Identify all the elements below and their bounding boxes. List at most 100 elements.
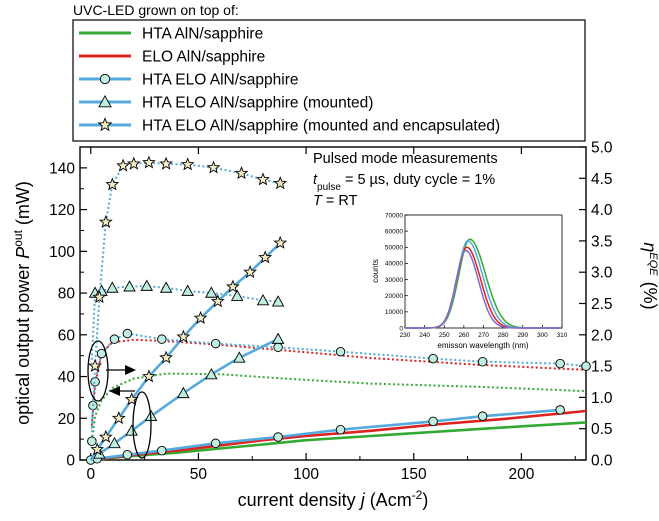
- power-ellipse-annotation: [132, 391, 152, 459]
- legend-entry-hta-elo-aln-sapphire: HTA ELO AlN/sapphire: [79, 72, 299, 89]
- y-right-axis-label: ηEQE(%): [640, 242, 659, 309]
- inset-ticks: 230 240 250 260 270 280 290 300 310 0 10000 20000 30…: [385, 212, 568, 339]
- eqe-point-circle: [87, 436, 97, 446]
- eqe-point-star: [142, 155, 156, 169]
- power-point-circle: [428, 416, 438, 427]
- power-point-circle: [157, 445, 167, 456]
- x-axis-ticks: 0 50 100 150 200: [86, 147, 576, 483]
- legend-entry-hta-elo-aln-sapphire-mounted: HTA ELO AlN/sapphire (mounted): [79, 95, 373, 112]
- y-left-tick-label: 0: [66, 453, 75, 470]
- inset-y-tick-label: 70000: [385, 212, 403, 219]
- y-left-tick-label: 80: [58, 286, 76, 303]
- inset-x-tick-label: 310: [557, 332, 568, 339]
- power-point-star: [226, 279, 240, 293]
- y-left-axis-ticks: 0 20 40 60 80 100 120 140: [49, 160, 87, 470]
- y-right-tick-label: 0.5: [591, 421, 613, 438]
- eqe-point-star: [116, 158, 130, 172]
- power-point-star: [176, 329, 191, 343]
- x-tick-label: 0: [86, 466, 95, 483]
- y-left-axis-label: optical output power Pout (mW): [11, 181, 33, 425]
- legend-marker-triangle-icon: [98, 95, 112, 108]
- legend-entries: HTA AlN/sapphire ELO AlN/sapphire HTA ELO …: [79, 26, 500, 135]
- eqe-point-star: [234, 166, 249, 180]
- x-tick-label: 100: [293, 466, 319, 483]
- y-right-tick-label: 1.0: [591, 390, 613, 407]
- power-point-circle: [335, 424, 346, 435]
- eqe-ellipse-annotation: [87, 340, 109, 402]
- eqe-point-circle: [122, 328, 133, 339]
- eqe-point-triangle: [205, 286, 218, 298]
- eqe-point-triangle: [106, 281, 119, 293]
- legend-label: HTA ELO AlN/sapphire (mounted and encaps…: [142, 118, 500, 135]
- eqe-point-star: [180, 157, 195, 171]
- eqe-point-triangle: [181, 284, 194, 296]
- x-tick-label: 50: [190, 466, 208, 483]
- eqe-point-star: [92, 289, 107, 304]
- inset-y-tick-label: 20000: [385, 293, 403, 300]
- legend-entry-hta-elo-aln-sapphire-mounted-and-encapsulated: HTA ELO AlN/sapphire (mounted and encaps…: [79, 117, 500, 135]
- inset-y-tick-label: 30000: [385, 277, 403, 284]
- y-right-tick-label: 4.0: [591, 202, 613, 219]
- inset-x-tick-label: 290: [517, 332, 528, 339]
- power-arrowhead-icon: [109, 386, 120, 396]
- eqe-point-circle: [157, 334, 167, 344]
- eqe-point-triangle: [256, 293, 270, 306]
- y-right-tick-label: 3.0: [591, 265, 613, 282]
- legend-label: HTA ELO AlN/sapphire: [142, 72, 299, 89]
- eqe-point-circle: [555, 358, 565, 369]
- power-point-star: [243, 264, 257, 279]
- inset-xlabel: emisson wavelength (nm): [437, 341, 528, 350]
- inset-x-tick-label: 230: [400, 332, 411, 339]
- y-left-tick-label: 20: [58, 411, 76, 428]
- y-right-tick-label: 5.0: [591, 140, 613, 157]
- eqe-point-circle: [273, 342, 283, 353]
- inset-x-tick-label: 270: [478, 332, 489, 339]
- eqe-point-star: [256, 172, 270, 186]
- y-left-tick-label: 60: [58, 327, 76, 344]
- eqe-point-circle: [335, 346, 346, 357]
- legend-marker-star-icon: [97, 117, 113, 132]
- eqe-point-triangle: [123, 280, 136, 292]
- power-point-star: [193, 310, 208, 325]
- x-tick-label: 150: [401, 466, 427, 483]
- y-left-tick-label: 140: [49, 160, 75, 177]
- y-right-tick-label: 1.5: [591, 359, 613, 376]
- power-point-circle: [210, 438, 221, 449]
- power-point-triangle: [177, 386, 190, 399]
- power-series-group: [86, 235, 587, 465]
- eqe-point-circle: [210, 338, 221, 349]
- inset-y-tick-label: 50000: [385, 245, 403, 252]
- power-point-triangle: [271, 332, 285, 344]
- power-point-triangle: [205, 368, 218, 380]
- eqe-line-hta-elo-aln-sapphire: [90, 332, 587, 442]
- inset-lines: [405, 238, 562, 329]
- eqe-point-circle: [477, 356, 488, 367]
- eqe-arrowhead-icon: [125, 365, 136, 375]
- eqe-line-hta-elo-aln-sapphire-mounted: [90, 285, 279, 360]
- power-point-star: [90, 442, 105, 456]
- eqe-line-elo-aln-sapphire: [90, 338, 587, 426]
- power-point-circle: [477, 411, 488, 421]
- x-axis-label: current density j (Acm-2): [238, 488, 429, 510]
- eqe-point-star: [98, 214, 113, 229]
- eqe-point-star: [159, 156, 173, 170]
- inset-y-tick-label: 60000: [385, 228, 403, 235]
- eqe-line-hta-elo-aln-sapphire-mounted-and-encapsulated: [90, 161, 281, 429]
- power-point-triangle: [125, 424, 138, 436]
- inset-spectrum-line-4: [405, 249, 562, 329]
- eqe-point-triangle: [140, 279, 154, 291]
- eqe-point-circle: [109, 334, 120, 344]
- eqe-point-star: [88, 358, 102, 373]
- eqe-point-circle: [581, 361, 591, 371]
- y-right-axis-ticks: 0.0 0.5 1.0 1.5 2.0 2.5 3.0 3.5 4.0 4.5 5.0: [579, 140, 613, 470]
- annotation-line2: tpulse = 5 µs, duty cycle = 1%: [313, 172, 495, 193]
- annotation-line1: Pulsed mode measurements: [313, 151, 498, 167]
- y-right-tick-label: 2.0: [591, 327, 613, 344]
- power-point-star: [98, 429, 113, 443]
- annotation-line3: T = RT: [313, 193, 358, 209]
- y-right-tick-label: 2.5: [591, 296, 613, 313]
- power-point-star: [210, 294, 225, 308]
- power-line-hta-elo-aln-sapphire: [90, 408, 561, 462]
- power-point-circle: [122, 450, 133, 460]
